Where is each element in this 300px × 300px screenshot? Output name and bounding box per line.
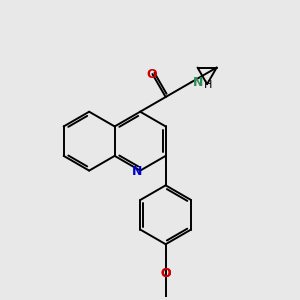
Text: O: O (146, 68, 157, 81)
Text: O: O (160, 267, 171, 280)
Text: N: N (131, 165, 142, 178)
Text: H: H (204, 80, 212, 90)
Text: N: N (193, 76, 203, 89)
Text: O: O (160, 267, 171, 280)
